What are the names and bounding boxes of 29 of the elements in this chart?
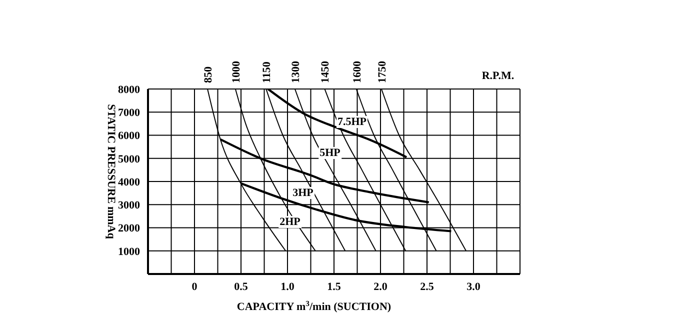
x-tick-label: 0.5	[234, 280, 248, 293]
annotation: 2HP	[278, 216, 302, 228]
x-tick-label: 1.0	[280, 280, 295, 293]
y-tick-label: 2000	[118, 222, 140, 235]
y-tick-label: 8000	[118, 84, 140, 96]
x-tick-label: 2.5	[420, 280, 434, 293]
annotation: 5HP	[318, 147, 342, 159]
x-tick-label: 1.5	[327, 280, 342, 293]
x-tick-label: 0	[192, 280, 198, 293]
text: 1150	[261, 61, 274, 83]
text: 1300	[290, 60, 302, 83]
text: R.P.M.	[480, 70, 516, 82]
x-tick-label: 3.0	[466, 280, 481, 293]
y-axis-title: STATIC PRESSURE mmAq	[105, 104, 117, 240]
y-tick-label: 1000	[118, 246, 140, 258]
annotation: 3HP	[292, 187, 314, 199]
text: 1000	[230, 60, 242, 83]
text: 1600	[351, 60, 364, 83]
y-tick-label: 4000	[118, 176, 140, 188]
x-axis-title: CAPACITY m$^{3}$/min (SUCTION)	[236, 298, 392, 313]
text: 850	[202, 66, 215, 83]
y-tick-label: 5000	[118, 153, 140, 166]
annotation: 7.5HP	[336, 116, 368, 128]
text: 1750	[376, 60, 388, 83]
y-tick-label: 3000	[118, 200, 140, 212]
text: 1450	[320, 60, 332, 83]
y-tick-label: 7000	[118, 107, 140, 120]
y-tick-label: 6000	[118, 130, 140, 142]
x-tick-label: 2.0	[374, 280, 388, 293]
